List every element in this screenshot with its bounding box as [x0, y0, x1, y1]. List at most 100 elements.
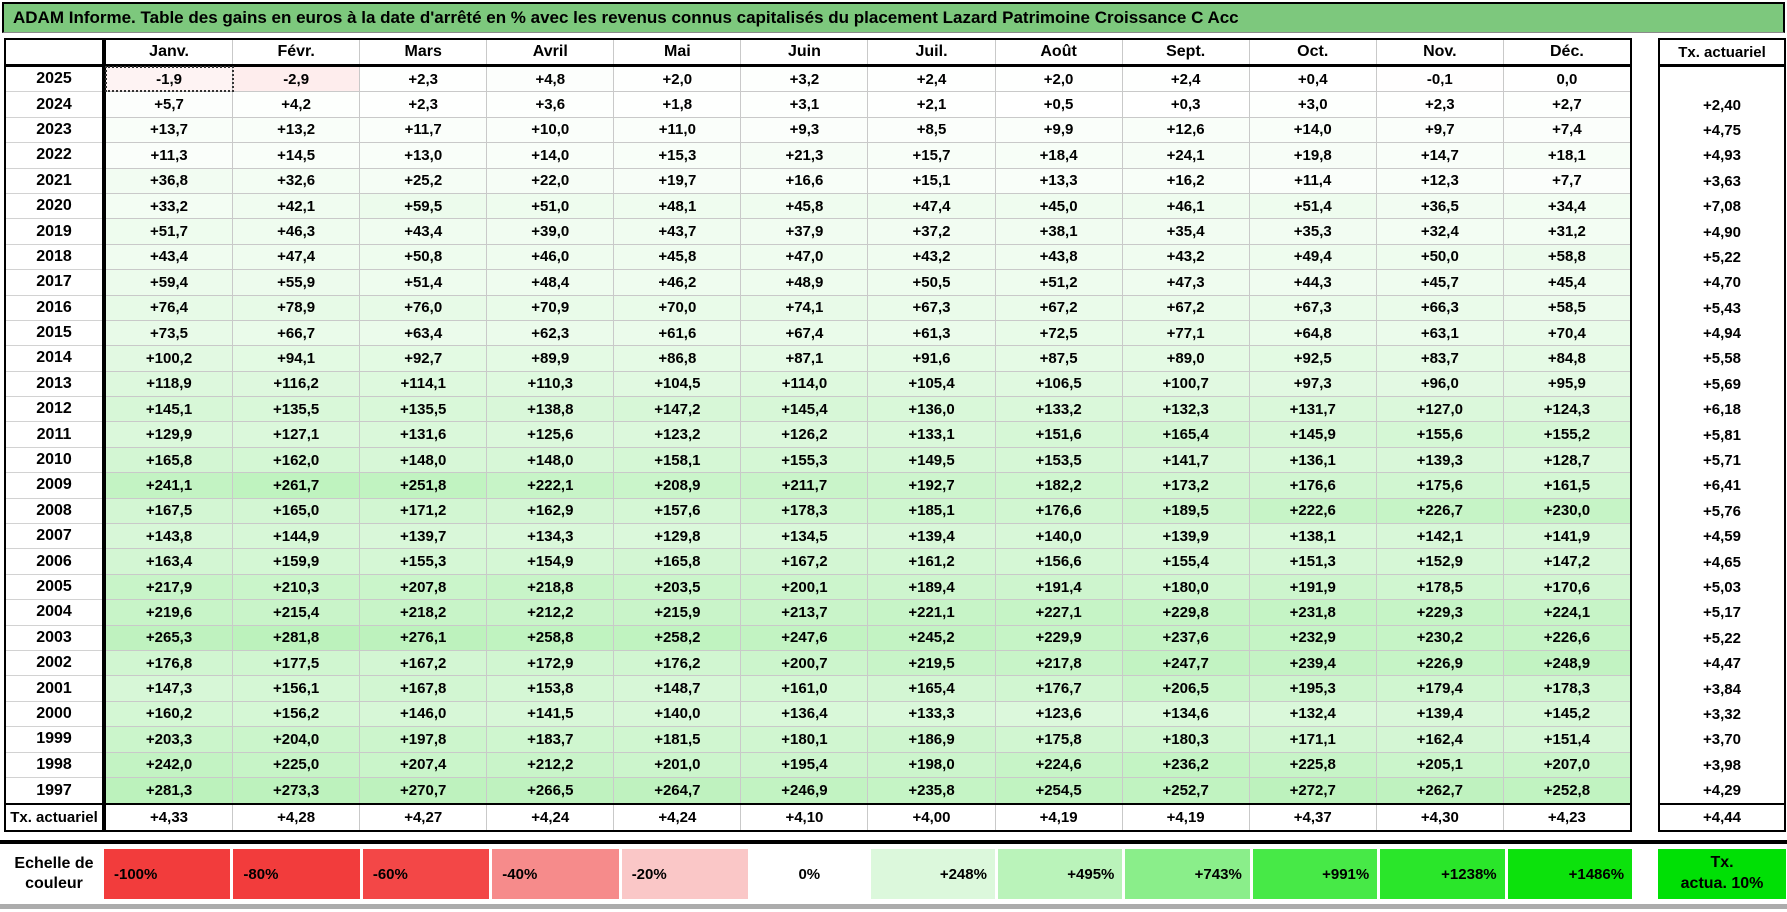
column-header[interactable]: Juil.	[868, 40, 996, 64]
value-cell[interactable]: +76,0	[360, 295, 488, 320]
value-cell[interactable]: +13,3	[995, 168, 1123, 193]
value-cell[interactable]: +167,8	[360, 676, 488, 701]
value-cell[interactable]: +210,3	[233, 574, 361, 600]
footer-value-cell[interactable]: +4,10	[741, 805, 869, 831]
value-cell[interactable]: +175,6	[1376, 473, 1504, 498]
value-cell[interactable]: +161,5	[1503, 473, 1630, 498]
tx-actuariel-value[interactable]: +3,84	[1703, 680, 1741, 698]
value-cell[interactable]: +219,6	[106, 600, 234, 625]
year-label[interactable]: 2008	[6, 499, 102, 525]
value-cell[interactable]: +0,4	[1249, 67, 1377, 92]
value-cell[interactable]: +252,8	[1503, 777, 1630, 804]
value-cell[interactable]: +47,0	[741, 244, 869, 270]
value-cell[interactable]: +219,5	[868, 650, 996, 676]
value-cell[interactable]: +153,8	[487, 676, 615, 701]
value-cell[interactable]: +66,3	[1376, 295, 1504, 320]
value-cell[interactable]: +170,6	[1503, 574, 1630, 600]
value-cell[interactable]: +31,2	[1503, 219, 1630, 244]
value-cell[interactable]: +114,0	[741, 371, 869, 397]
value-cell[interactable]: +21,3	[741, 143, 869, 168]
value-cell[interactable]: +227,1	[995, 600, 1123, 625]
value-cell[interactable]: +152,9	[1376, 549, 1504, 574]
value-cell[interactable]: +156,6	[995, 549, 1123, 574]
value-cell[interactable]: +230,0	[1503, 498, 1630, 524]
footer-value-cell[interactable]: +4,00	[868, 805, 996, 831]
value-cell[interactable]: +189,4	[868, 574, 996, 600]
value-cell[interactable]: +50,8	[360, 244, 488, 270]
value-cell[interactable]: +217,8	[995, 650, 1123, 676]
value-cell[interactable]: +145,1	[106, 397, 234, 422]
value-cell[interactable]: +2,0	[614, 67, 742, 92]
tx-actuariel-value[interactable]: +5,76	[1703, 502, 1741, 520]
value-cell[interactable]: +224,6	[995, 752, 1123, 777]
value-cell[interactable]: +162,4	[1376, 727, 1504, 752]
value-cell[interactable]: +180,1	[741, 727, 869, 752]
value-cell[interactable]: +221,1	[868, 600, 996, 625]
column-header[interactable]: Juin	[741, 40, 869, 64]
value-cell[interactable]: +171,2	[360, 498, 488, 524]
value-cell[interactable]: +149,5	[868, 447, 996, 473]
value-cell[interactable]: +218,8	[487, 574, 615, 600]
tx-footer-value[interactable]: +4,44	[1660, 803, 1784, 830]
value-cell[interactable]: +147,3	[106, 676, 234, 701]
value-cell[interactable]: +47,4	[868, 193, 996, 219]
value-cell[interactable]: +207,8	[360, 574, 488, 600]
value-cell[interactable]: +165,4	[1122, 422, 1250, 447]
value-cell[interactable]: +167,2	[741, 549, 869, 574]
value-cell[interactable]: +64,8	[1249, 320, 1377, 346]
value-cell[interactable]: +15,1	[868, 168, 996, 193]
legend-stop[interactable]: +495%	[997, 849, 1123, 899]
value-cell[interactable]: +172,9	[487, 650, 615, 676]
year-label[interactable]: 2012	[6, 397, 102, 423]
value-cell[interactable]: +236,2	[1122, 752, 1250, 777]
column-header[interactable]: Janv.	[106, 40, 234, 64]
value-cell[interactable]: +212,2	[487, 600, 615, 625]
value-cell[interactable]: +127,0	[1376, 397, 1504, 422]
value-cell[interactable]: +136,0	[868, 397, 996, 422]
value-cell[interactable]: +84,8	[1503, 346, 1630, 371]
value-cell[interactable]: +97,3	[1249, 371, 1377, 397]
year-label[interactable]: 2025	[6, 67, 102, 93]
value-cell[interactable]: +66,7	[233, 320, 361, 346]
value-cell[interactable]: +181,5	[614, 727, 742, 752]
value-cell[interactable]: +258,8	[487, 625, 615, 650]
value-cell[interactable]: +141,5	[487, 701, 615, 727]
value-cell[interactable]: +165,4	[868, 676, 996, 701]
value-cell[interactable]: +51,4	[1249, 193, 1377, 219]
tx-actuariel-value[interactable]: +4,70	[1703, 274, 1741, 292]
value-cell[interactable]: +48,4	[487, 270, 615, 295]
value-cell[interactable]: +45,8	[614, 244, 742, 270]
value-cell[interactable]: +133,1	[868, 422, 996, 447]
value-cell[interactable]: +114,1	[360, 371, 488, 397]
value-cell[interactable]: +177,5	[233, 650, 361, 676]
value-cell[interactable]: +242,0	[106, 752, 234, 777]
tx-actuariel-value[interactable]: +4,94	[1703, 325, 1741, 343]
value-cell[interactable]: +59,4	[106, 270, 234, 295]
value-cell[interactable]: +49,4	[1249, 244, 1377, 270]
value-cell[interactable]: +35,3	[1249, 219, 1377, 244]
value-cell[interactable]: +3,0	[1249, 92, 1377, 117]
tx-actuariel-value[interactable]: +4,93	[1703, 147, 1741, 165]
value-cell[interactable]: +171,1	[1249, 727, 1377, 752]
value-cell[interactable]: +205,1	[1376, 752, 1504, 777]
value-cell[interactable]: +2,0	[995, 67, 1123, 92]
value-cell[interactable]: +273,3	[233, 777, 361, 804]
value-cell[interactable]: +45,7	[1376, 270, 1504, 295]
value-cell[interactable]: +200,1	[741, 574, 869, 600]
value-cell[interactable]: +51,7	[106, 219, 234, 244]
footer-value-cell[interactable]: +4,24	[487, 805, 615, 831]
value-cell[interactable]: +178,5	[1376, 574, 1504, 600]
value-cell[interactable]: +162,0	[233, 447, 361, 473]
footer-value-cell[interactable]: +4,33	[106, 805, 234, 831]
value-cell[interactable]: +175,8	[995, 727, 1123, 752]
year-label[interactable]: 2017	[6, 270, 102, 296]
year-label[interactable]: 2022	[6, 143, 102, 169]
legend-stop[interactable]: +743%	[1125, 849, 1250, 899]
value-cell[interactable]: 0,0	[1503, 67, 1630, 92]
value-cell[interactable]: +217,9	[106, 574, 234, 600]
footer-value-cell[interactable]: +4,27	[360, 805, 488, 831]
value-cell[interactable]: +39,0	[487, 219, 615, 244]
value-cell[interactable]: +0,3	[1122, 92, 1250, 117]
value-cell[interactable]: +83,7	[1376, 346, 1504, 371]
value-cell[interactable]: +67,3	[1249, 295, 1377, 320]
